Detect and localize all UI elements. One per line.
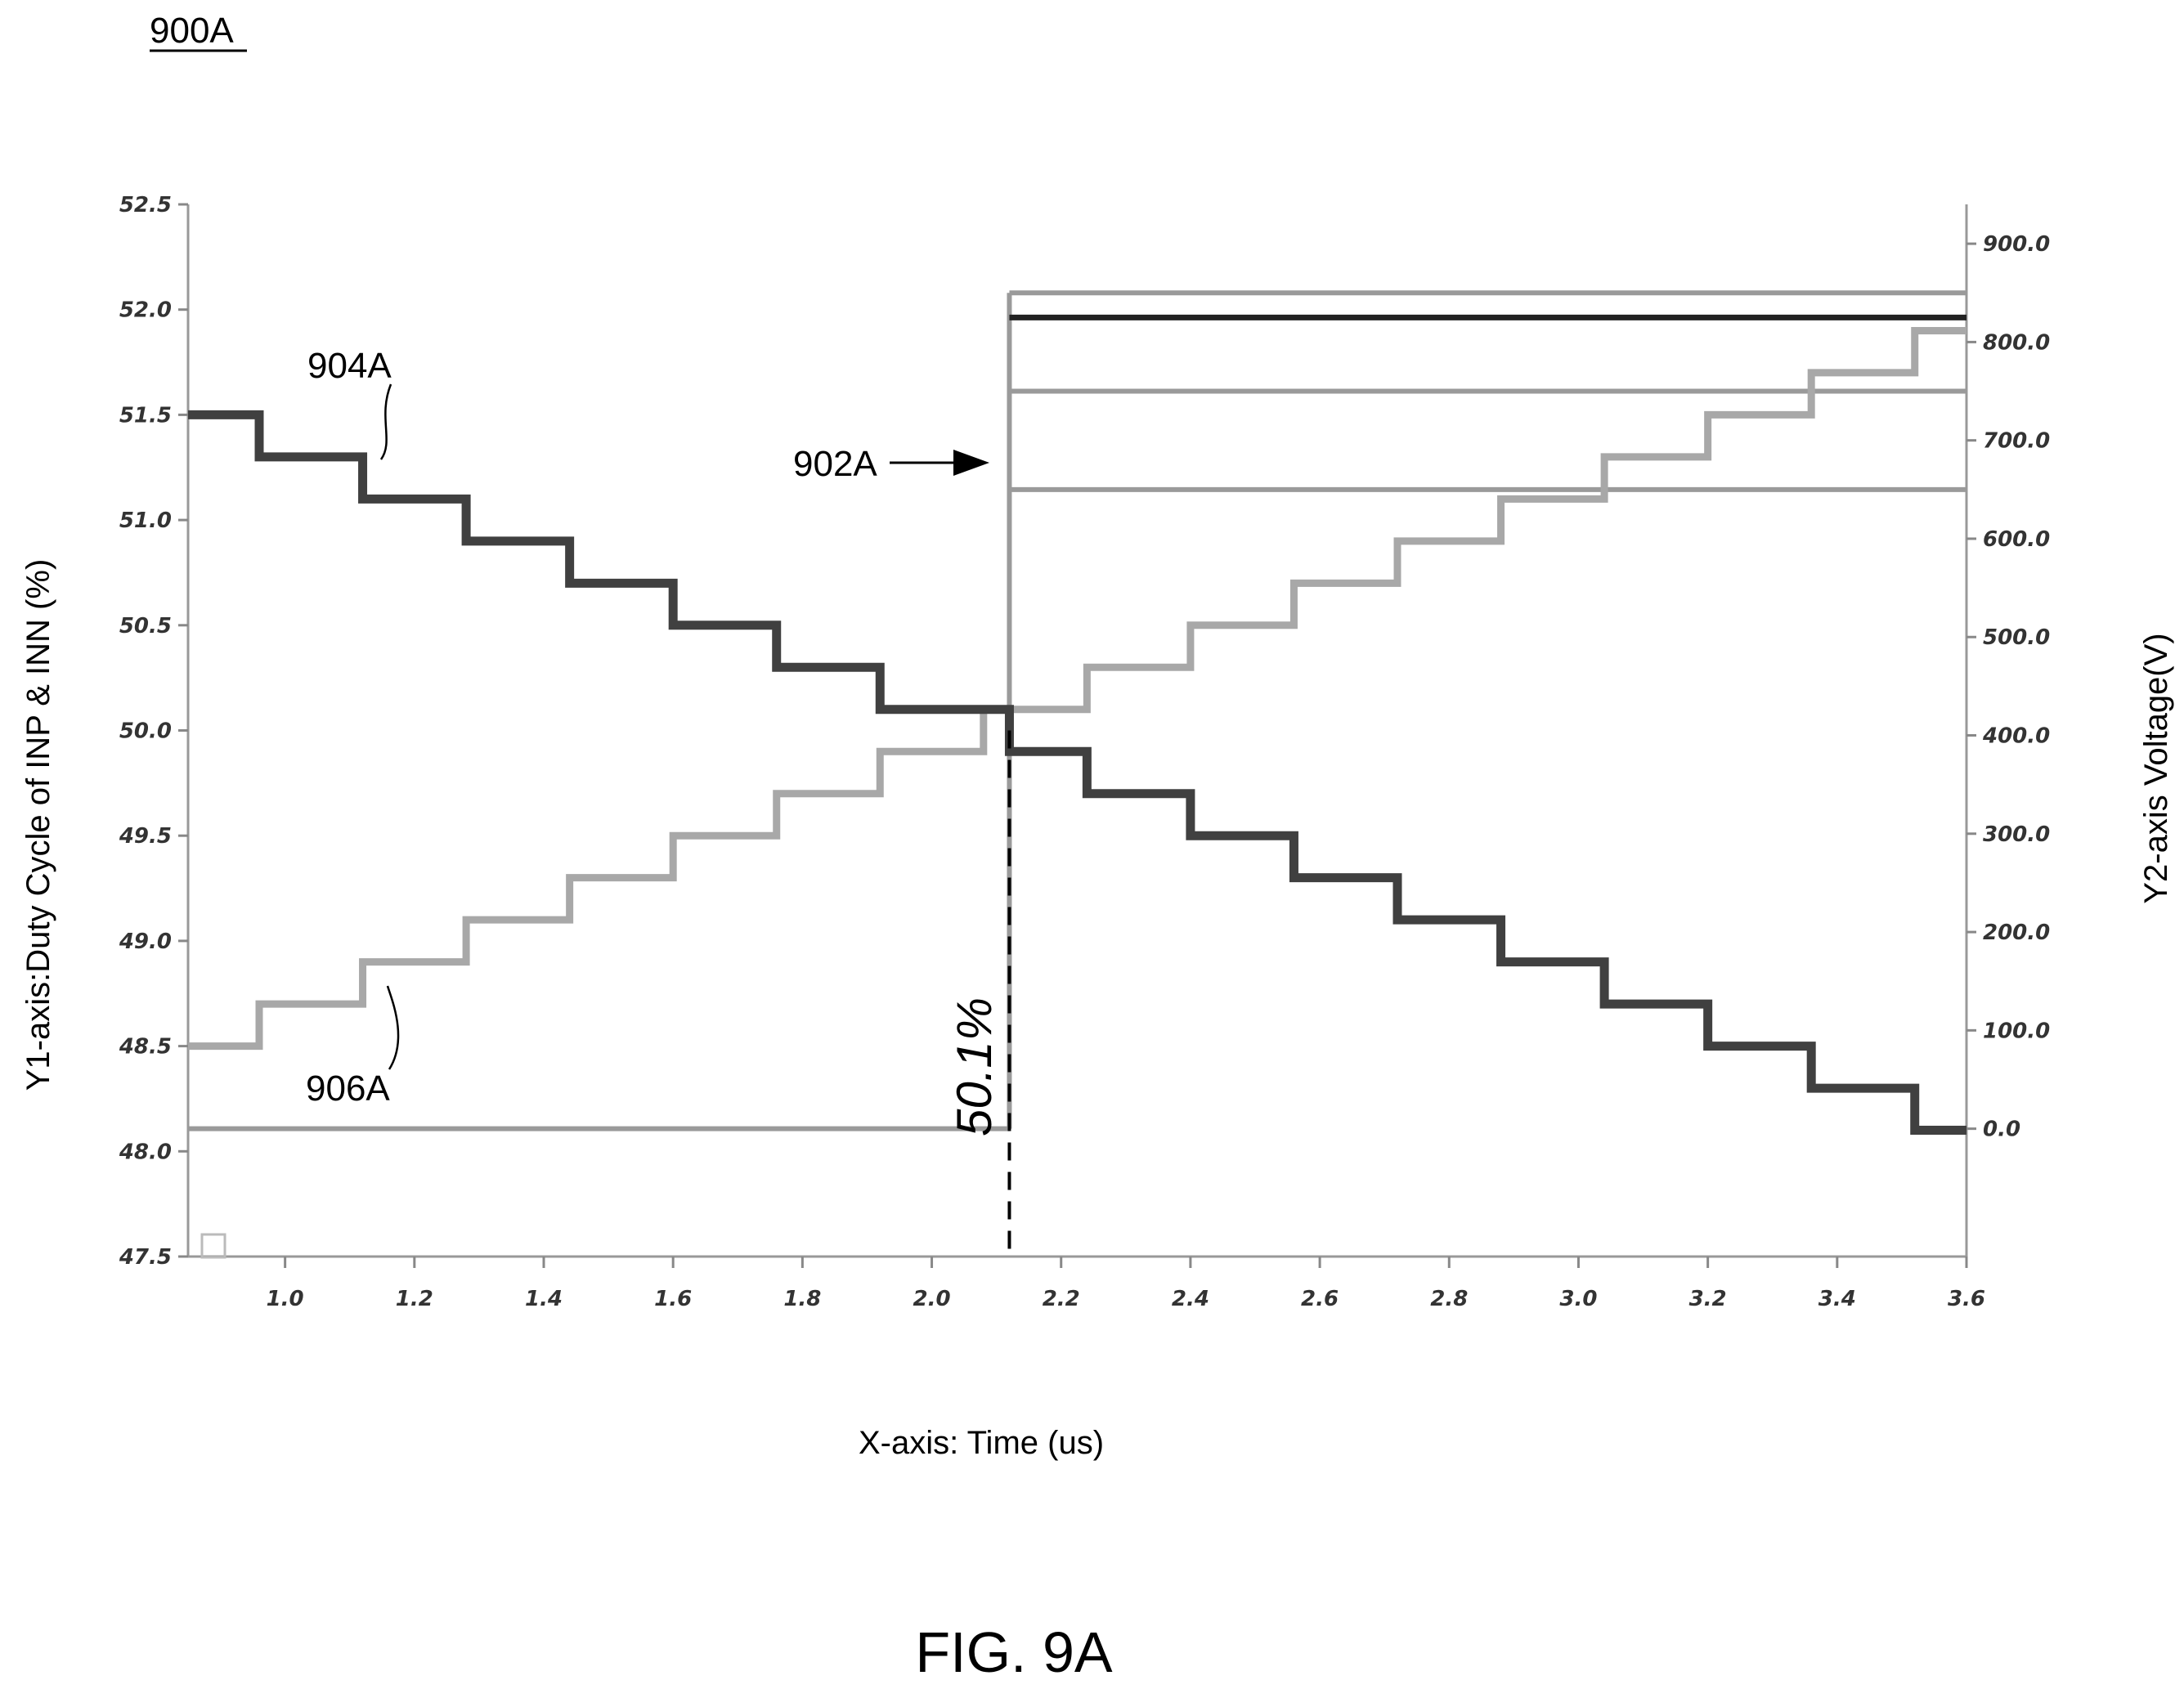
y2-tick-label: 700.0 [1983,429,2050,454]
series-906A-line [188,326,1966,1051]
y1-tick-label: 51.5 [119,403,172,428]
y2-axis-ticks: 0.0 100.0 200.0 300.0 400.0 500.0 600.0 700.0 80… [1966,232,2050,1142]
leader-line-904A [379,383,392,460]
y2-tick-label: 200.0 [1983,921,2050,945]
y2-tick-label: 300.0 [1983,822,2050,847]
x-tick-label: 1.2 [396,1287,433,1311]
marker-value-label: 50.1% [947,997,1002,1136]
y2-tick-label: 0.0 [1983,1118,2020,1142]
y2-tick-label: 400.0 [1982,724,2050,749]
callout-906A: 906A [306,1069,390,1109]
series-layer [188,290,1966,1257]
x-tick-label: 3.2 [1689,1287,1727,1311]
x-tick-label: 3.0 [1559,1287,1597,1311]
y1-axis-title: Y1-axis:Duty Cycle of INP & INN (%) [20,559,56,1091]
y2-axis-title: Y2-axis Voltage(V) [2138,633,2174,903]
y1-tick-label: 48.5 [119,1035,172,1060]
x-tick-label: 3.4 [1819,1287,1856,1311]
series-904A-line [188,410,1966,1136]
y1-tick-label: 50.0 [119,719,172,744]
callout-904A: 904A [307,346,392,386]
x-tick-label: 2.0 [913,1287,951,1311]
figure-caption: FIG. 9A [915,1620,1112,1684]
x-tick-label: 2.6 [1301,1287,1339,1311]
y1-tick-label: 51.0 [119,509,172,533]
y1-axis-ticks: 47.5 48.0 48.5 49.0 49.5 50.0 50.5 51.0 51.5 52.0… [119,193,188,1270]
x-tick-label: 2.2 [1043,1287,1080,1311]
y1-tick-label: 48.0 [119,1140,172,1164]
y1-tick-label: 49.5 [119,824,172,849]
x-tick-label: 1.0 [267,1287,304,1311]
y1-tick-label: 50.5 [119,614,172,638]
y1-tick-label: 52.5 [119,193,172,217]
x-tick-label: 1.8 [783,1287,821,1311]
x-axis-title: X-axis: Time (us) [859,1425,1104,1461]
x-axis-ticks: 1.0 1.2 1.4 1.6 1.8 2.0 2.2 2.4 2.6 2.8 3.0 3.2 3.4 3… [267,1257,1985,1311]
x-tick-label: 2.8 [1430,1287,1468,1311]
leader-line-906A [386,985,400,1070]
arrow-902A-head-icon [953,450,989,476]
y1-tick-label: 49.0 [119,930,172,954]
y2-tick-label: 900.0 [1983,232,2050,257]
figure-reference-label: 900A [150,11,234,51]
x-tick-label: 3.6 [1948,1287,1985,1311]
y1-tick-label: 52.0 [119,298,172,323]
y1-tick-label: 47.5 [119,1245,172,1270]
y2-tick-label: 800.0 [1983,330,2050,355]
x-tick-label: 1.6 [654,1287,692,1311]
plot-frame [186,204,1968,1258]
x-tick-label: 2.4 [1172,1287,1209,1311]
x-tick-label: 1.4 [525,1287,563,1311]
callout-902A: 902A [793,444,877,484]
y2-tick-label: 500.0 [1983,625,2050,650]
y2-tick-label: 600.0 [1983,527,2050,552]
y2-tick-label: 100.0 [1983,1019,2050,1043]
legend-glyph-icon [200,1233,226,1259]
